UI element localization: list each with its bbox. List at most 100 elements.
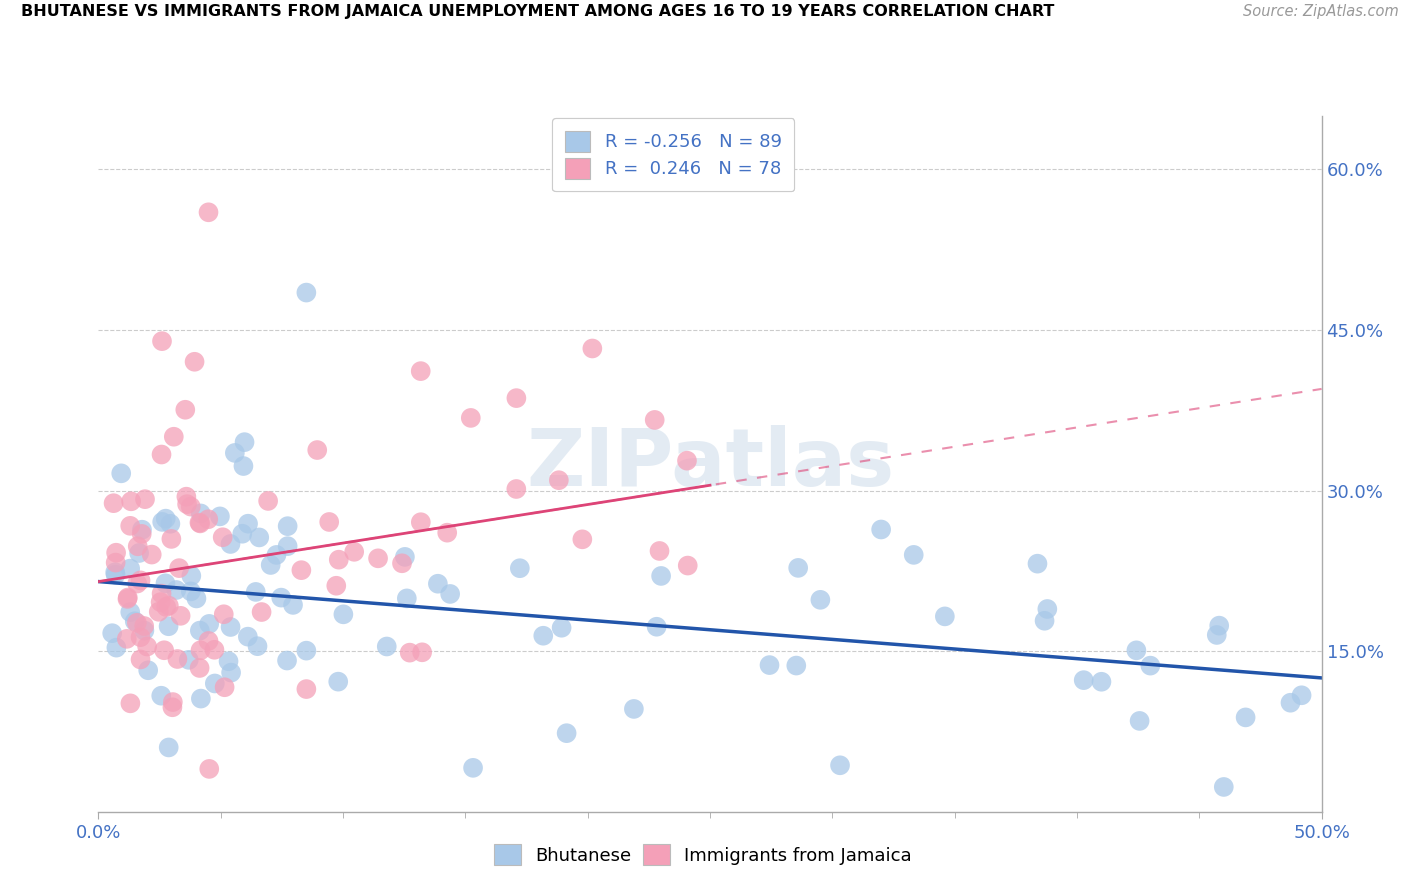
Point [174,402,197,417]
Point [197,512,219,526]
Point [214,680,236,694]
Point [167,561,190,575]
Point [131,527,153,541]
Point [1129,714,1152,728]
Point [101,626,124,640]
Point [650,569,672,583]
Point [934,609,956,624]
Point [219,620,242,634]
Point [1212,780,1234,794]
Point [129,652,152,666]
Point [328,552,350,566]
Point [411,645,433,659]
Point [903,548,925,562]
Point [155,576,177,591]
Point [648,544,671,558]
Point [1026,557,1049,571]
Point [120,605,142,619]
Point [150,586,173,600]
Point [808,592,831,607]
Point [131,523,153,537]
Point [295,682,318,697]
Point [188,624,211,638]
Point [197,205,219,219]
Point [155,511,177,525]
Point [555,726,578,740]
Point [104,556,127,570]
Point [270,591,292,605]
Point [180,500,202,514]
Point [141,548,163,562]
Point [212,607,235,622]
Point [150,689,173,703]
Point [204,642,226,657]
Point [159,516,181,531]
Point [394,549,416,564]
Point [219,537,242,551]
Point [332,607,354,622]
Point [505,391,527,405]
Point [183,355,205,369]
Point [134,619,156,633]
Point [163,430,186,444]
Point [550,621,572,635]
Point [1033,614,1056,628]
Point [157,599,180,613]
Point [276,654,298,668]
Legend: Bhutanese, Immigrants from Jamaica: Bhutanese, Immigrants from Jamaica [485,835,921,874]
Point [198,616,221,631]
Point [409,364,432,378]
Text: ZIPatlas: ZIPatlas [526,425,894,503]
Point [231,526,253,541]
Point [150,448,173,462]
Legend: R = -0.256   N = 89, R =  0.246   N = 78: R = -0.256 N = 89, R = 0.246 N = 78 [553,118,794,192]
Point [166,652,188,666]
Point [232,458,254,473]
Point [224,446,246,460]
Point [128,546,150,560]
Point [115,632,138,646]
Point [233,435,256,450]
Point [439,587,461,601]
Point [391,556,413,570]
Point [190,507,212,521]
Point [176,490,198,504]
Point [149,595,172,609]
Point [246,639,269,653]
Point [257,494,280,508]
Point [307,443,329,458]
Point [180,569,202,583]
Point [1139,658,1161,673]
Point [153,643,176,657]
Point [1279,696,1302,710]
Point [375,640,398,654]
Point [367,551,389,566]
Point [398,646,420,660]
Point [460,411,482,425]
Point [426,576,449,591]
Point [623,702,645,716]
Point [105,546,128,560]
Point [295,643,318,657]
Point [676,558,699,573]
Point [547,473,569,487]
Point [250,605,273,619]
Point [208,509,231,524]
Point [120,494,142,508]
Point [157,740,180,755]
Point [1291,688,1313,702]
Point [176,497,198,511]
Point [236,630,259,644]
Point [509,561,531,575]
Point [1125,643,1147,657]
Point [127,576,149,591]
Point [758,658,780,673]
Point [104,566,127,580]
Point [103,496,125,510]
Point [198,762,221,776]
Point [162,700,184,714]
Point [120,696,142,710]
Point [188,661,211,675]
Point [188,516,211,530]
Point [676,453,699,467]
